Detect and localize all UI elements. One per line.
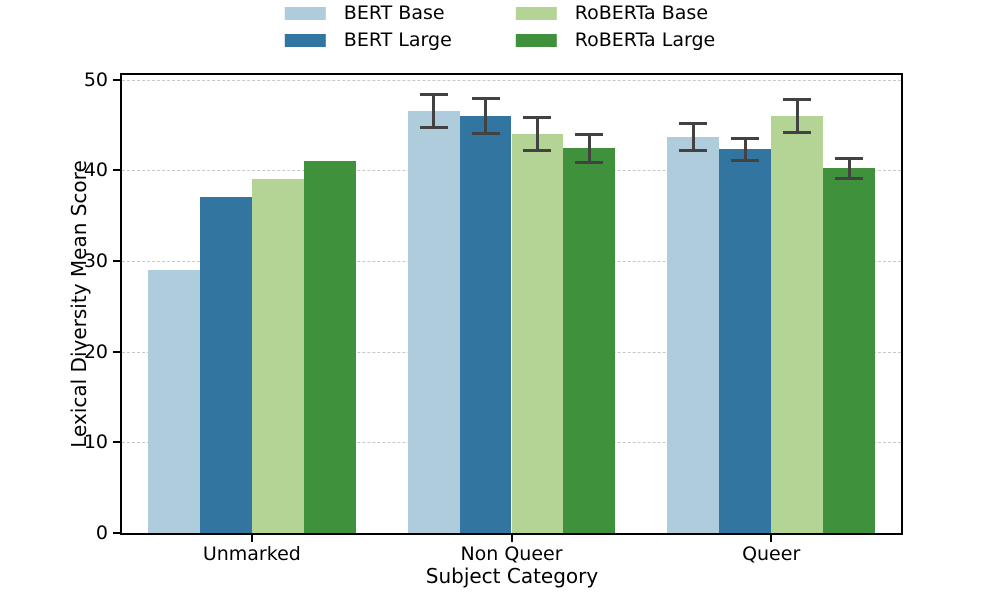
error-bar-line (795, 99, 799, 133)
y-tick-label: 10 (83, 431, 108, 454)
y-tick-label: 40 (83, 159, 108, 182)
legend: BERT Base BERT Large RoBERTa Base RoBERTa L… (284, 2, 716, 51)
error-bar-cap (783, 130, 812, 134)
y-tick-label: 50 (83, 68, 108, 91)
bar-roberta-large-unmarked (303, 161, 356, 533)
legend-label: RoBERTa Large (574, 29, 716, 51)
y-tick-label: 30 (83, 249, 108, 272)
error-bar-cap (523, 148, 552, 152)
error-bar-line (484, 98, 488, 134)
bar-bert-base-unmarked (147, 270, 200, 533)
error-bar-cap (731, 158, 760, 162)
legend-color-swatch (284, 6, 326, 20)
bar-roberta-base-unmarked (251, 179, 304, 533)
plot-area (120, 73, 903, 535)
bar-roberta-large-non-queer (563, 148, 616, 533)
error-bar-line (587, 134, 591, 163)
legend-item: BERT Base (284, 2, 452, 24)
error-bar-cap (679, 121, 708, 125)
y-tick-label: 20 (83, 340, 108, 363)
y-tick-mark (113, 78, 120, 81)
y-tick-label: 0 (95, 522, 108, 544)
bar-bert-base-non-queer (407, 111, 460, 533)
y-tick-mark (113, 169, 120, 172)
bar-roberta-large-queer (823, 168, 876, 533)
legend-item: RoBERTa Base (515, 2, 715, 24)
error-bar-line (535, 117, 539, 151)
error-bar-line (432, 94, 436, 128)
legend-color-swatch (515, 33, 557, 47)
x-tick-mark (770, 535, 773, 542)
error-bar-cap (835, 156, 864, 160)
error-bar-cap (575, 160, 604, 164)
legend-item: RoBERTa Large (515, 29, 716, 51)
legend-label: BERT Large (343, 29, 452, 51)
legend-color-swatch (515, 6, 557, 20)
gridline (122, 79, 901, 81)
y-tick-mark (113, 259, 120, 262)
error-bar-line (847, 158, 851, 179)
bar-bert-large-non-queer (459, 115, 512, 533)
error-bar-cap (419, 126, 448, 130)
x-tick-mark (250, 535, 253, 542)
error-bar-cap (523, 116, 552, 120)
x-tick-label: Non Queer (460, 543, 563, 565)
legend-label: RoBERTa Base (574, 2, 709, 24)
error-bar-cap (783, 98, 812, 101)
x-tick-mark (510, 535, 513, 542)
legend-color-swatch (284, 33, 326, 47)
y-tick-mark (113, 350, 120, 353)
bar-roberta-base-queer (771, 115, 824, 533)
error-bar-line (691, 123, 695, 151)
y-tick-mark (113, 441, 120, 444)
bar-bert-base-queer (667, 136, 720, 533)
error-bar-cap (471, 131, 500, 135)
error-bar-cap (835, 176, 864, 180)
legend-label: BERT Base (343, 2, 445, 24)
error-bar-cap (575, 133, 604, 137)
error-bar-cap (679, 148, 708, 152)
bar-bert-large-queer (719, 149, 772, 533)
x-tick-label: Queer (742, 543, 801, 565)
error-bar-cap (731, 137, 760, 140)
x-axis-label: Subject Category (425, 564, 599, 588)
error-bar-cap (471, 97, 500, 101)
bar-roberta-base-non-queer (511, 133, 564, 533)
error-bar-line (743, 138, 747, 161)
legend-item: BERT Large (284, 29, 452, 51)
x-tick-label: Unmarked (202, 543, 301, 565)
error-bar-cap (419, 93, 448, 97)
y-tick-mark (113, 532, 120, 534)
bar-bert-large-unmarked (199, 197, 252, 533)
